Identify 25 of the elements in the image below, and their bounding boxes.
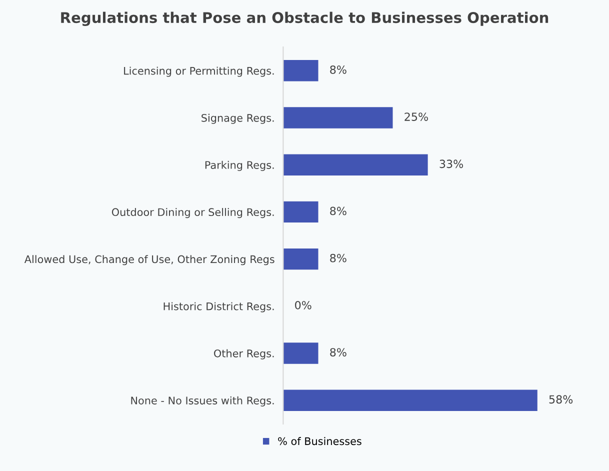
bar [283, 107, 393, 128]
bar [283, 60, 318, 82]
y-tick-label: Signage Regs. [202, 114, 274, 124]
y-tick-label: Historic District Regs. [164, 302, 274, 312]
y-tick-label: Outdoor Dining or Selling Regs. [112, 208, 274, 218]
y-tick-label: Other Regs. [214, 349, 274, 360]
data-label: 25% [404, 112, 428, 121]
y-tick-label: Parking Regs. [205, 160, 274, 171]
data-label: 33% [440, 160, 464, 168]
y-tick-label: Licensing or Permitting Regs. [124, 66, 274, 77]
data-label: 8% [330, 348, 346, 356]
bar [283, 342, 318, 364]
data-label: 58% [549, 395, 573, 404]
data-label: 0% [295, 300, 312, 310]
bar [283, 390, 538, 411]
y-tick-label: Allowed Use, Change of Use, Other Zoning Regs [24, 255, 274, 266]
y-tick-label: None - No Issues with Regs. [131, 396, 274, 406]
data-label: 8% [330, 65, 346, 74]
data-label: 8% [330, 206, 346, 216]
bar [283, 248, 318, 270]
legend-label: % of Businesses [278, 437, 362, 446]
data-label: 8% [330, 254, 346, 262]
chart-title: Regulations that Pose an Obstacle to Businesses Operation [61, 12, 548, 26]
bar [283, 201, 318, 223]
bar [283, 154, 428, 176]
